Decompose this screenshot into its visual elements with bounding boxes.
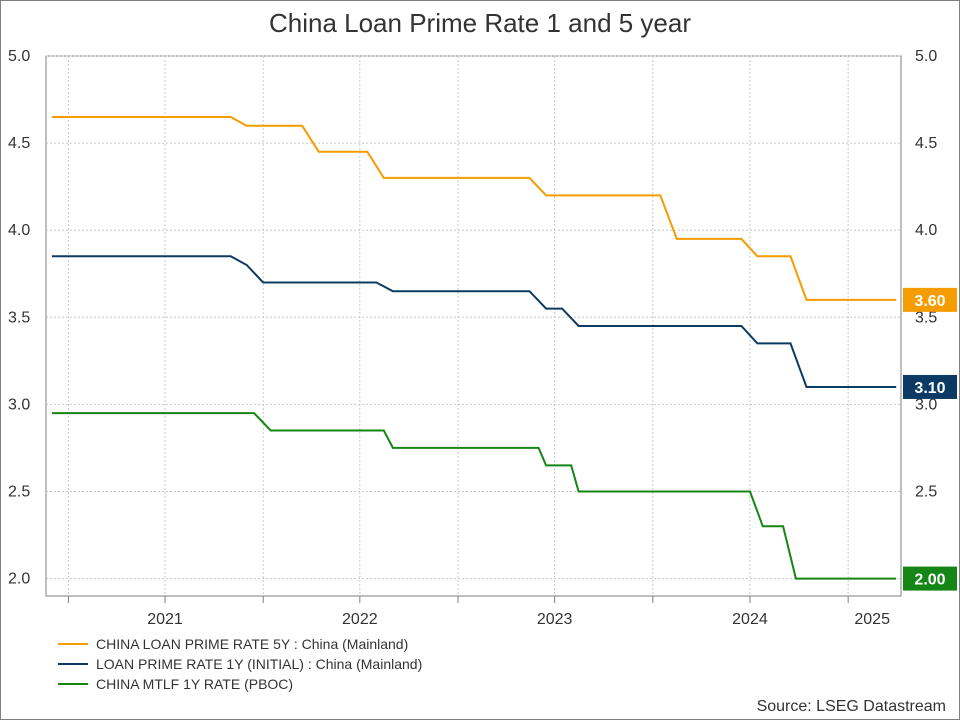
legend-swatch bbox=[58, 643, 88, 645]
y-tick-label-left: 2.0 bbox=[8, 571, 30, 588]
y-tick-label-left: 2.5 bbox=[8, 483, 30, 500]
end-label-text: 2.00 bbox=[914, 572, 945, 589]
end-label: 2.00 bbox=[903, 566, 957, 591]
end-label: 3.60 bbox=[903, 287, 957, 312]
legend-label: CHINA LOAN PRIME RATE 5Y : China (Mainla… bbox=[96, 636, 409, 652]
x-tick-label: 2024 bbox=[732, 611, 768, 628]
chart-title: China Loan Prime Rate 1 and 5 year bbox=[268, 8, 692, 38]
end-label: 3.10 bbox=[903, 374, 957, 399]
y-tick-label-left: 4.0 bbox=[8, 222, 30, 239]
series-lines bbox=[51, 116, 897, 580]
legend-label: LOAN PRIME RATE 1Y (INITIAL) : China (Ma… bbox=[96, 656, 423, 672]
legend-label: CHINA MTLF 1Y RATE (PBOC) bbox=[96, 676, 294, 692]
x-tick-label: 2022 bbox=[342, 611, 378, 628]
legend-item: CHINA LOAN PRIME RATE 5Y : China (Mainla… bbox=[58, 634, 422, 654]
end-label-text: 3.10 bbox=[914, 380, 945, 397]
axes: 5.0 5.0 4.5 4.5 4.0 4.0 3.5 3.5 3.0 3.0 2.5 2.5 2.0 2… bbox=[8, 48, 937, 628]
x-tick-label: 2021 bbox=[147, 611, 183, 628]
series-line bbox=[51, 412, 897, 580]
legend-swatch bbox=[58, 683, 88, 685]
y-tick-label-right: 4.0 bbox=[915, 222, 937, 239]
y-tick-label-right: 3.5 bbox=[915, 309, 937, 326]
y-tick-label-right: 2.5 bbox=[915, 483, 937, 500]
grid bbox=[46, 55, 901, 596]
y-tick-label-left: 4.5 bbox=[8, 135, 30, 152]
end-label-box bbox=[903, 374, 957, 399]
x-tick-label: 2025 bbox=[854, 611, 890, 628]
end-label-text: 3.60 bbox=[914, 293, 945, 310]
y-tick-label-right: 3.0 bbox=[915, 396, 937, 413]
end-labels: 3.60 3.10 2.00 bbox=[903, 287, 957, 591]
y-tick-label-left: 5.0 bbox=[8, 48, 30, 65]
y-tick-label-right: 5.0 bbox=[915, 48, 937, 65]
x-tick-label: 2023 bbox=[537, 611, 573, 628]
legend-swatch bbox=[58, 663, 88, 665]
series-line bbox=[51, 255, 897, 388]
source-note: Source: LSEG Datastream bbox=[756, 698, 946, 715]
y-tick-label-left: 3.0 bbox=[8, 396, 30, 413]
end-label-box bbox=[903, 287, 957, 312]
end-label-box bbox=[903, 566, 957, 591]
plot-area bbox=[45, 55, 902, 597]
y-tick-label-right: 4.5 bbox=[915, 135, 937, 152]
series-line bbox=[51, 116, 897, 301]
legend-item: LOAN PRIME RATE 1Y (INITIAL) : China (Ma… bbox=[58, 654, 422, 674]
legend-item: CHINA MTLF 1Y RATE (PBOC) bbox=[58, 674, 422, 694]
y-tick-label-left: 3.5 bbox=[8, 309, 30, 326]
legend: CHINA LOAN PRIME RATE 5Y : China (Mainla… bbox=[58, 634, 422, 694]
